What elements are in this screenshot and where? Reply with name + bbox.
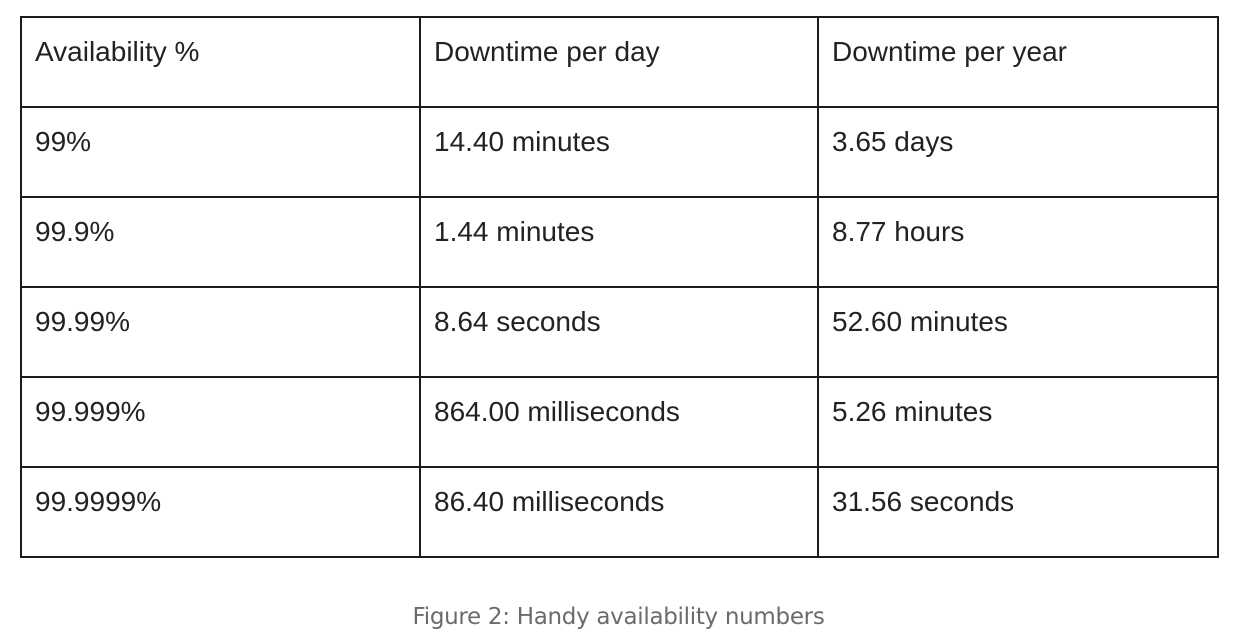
- table-row: 99% 14.40 minutes 3.65 days: [20, 106, 1219, 198]
- table-row: 99.99% 8.64 seconds 52.60 minutes: [20, 286, 1219, 378]
- table-row: 99.9% 1.44 minutes 8.77 hours: [20, 196, 1219, 288]
- downtime-per-year-cell: 3.65 days: [817, 106, 1219, 198]
- downtime-per-year-cell: 52.60 minutes: [817, 286, 1219, 378]
- table-row: 99.9999% 86.40 milliseconds 31.56 second…: [20, 466, 1219, 558]
- table-header-row: Availability % Downtime per day Downtime…: [20, 16, 1219, 108]
- availability-table: Availability % Downtime per day Downtime…: [20, 16, 1219, 558]
- availability-cell: 99.9%: [20, 196, 421, 288]
- table-row: 99.999% 864.00 milliseconds 5.26 minutes: [20, 376, 1219, 468]
- availability-cell: 99%: [20, 106, 421, 198]
- availability-cell: 99.9999%: [20, 466, 421, 558]
- downtime-per-day-cell: 14.40 minutes: [419, 106, 819, 198]
- availability-cell: 99.999%: [20, 376, 421, 468]
- header-availability: Availability %: [20, 16, 421, 108]
- downtime-per-day-cell: 8.64 seconds: [419, 286, 819, 378]
- figure-caption: Figure 2: Handy availability numbers: [412, 604, 825, 630]
- availability-cell: 99.99%: [20, 286, 421, 378]
- downtime-per-year-cell: 31.56 seconds: [817, 466, 1219, 558]
- downtime-per-day-cell: 864.00 milliseconds: [419, 376, 819, 468]
- header-downtime-per-year: Downtime per year: [817, 16, 1219, 108]
- downtime-per-day-cell: 1.44 minutes: [419, 196, 819, 288]
- downtime-per-year-cell: 5.26 minutes: [817, 376, 1219, 468]
- downtime-per-year-cell: 8.77 hours: [817, 196, 1219, 288]
- downtime-per-day-cell: 86.40 milliseconds: [419, 466, 819, 558]
- header-downtime-per-day: Downtime per day: [419, 16, 819, 108]
